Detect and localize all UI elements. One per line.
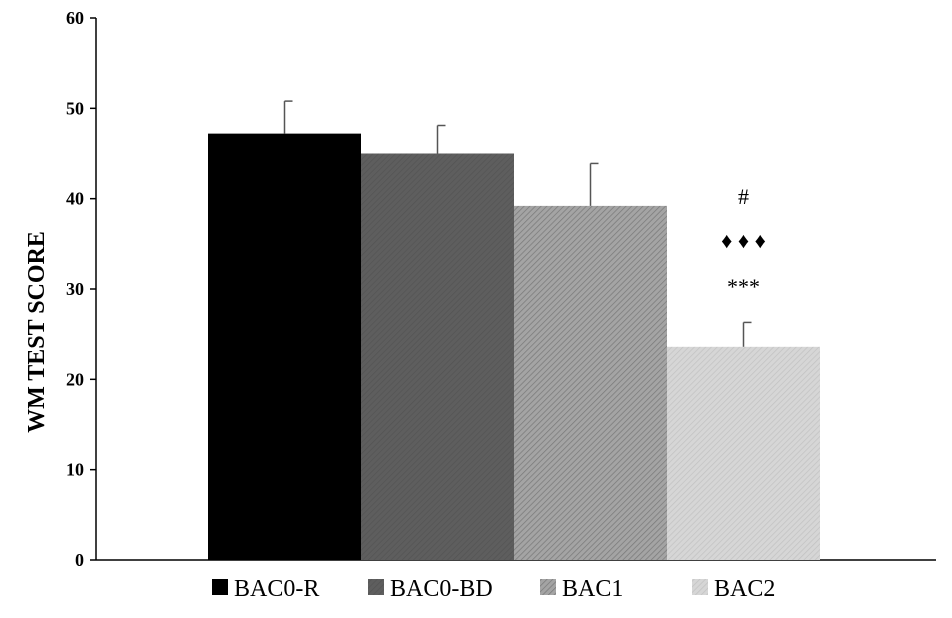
annotation-1: ♦ ♦ ♦ [721,228,766,253]
y-tick-label: 30 [66,279,84,299]
legend-swatch-bac0-bd [368,579,384,595]
legend-label-bac0-r: BAC0-R [234,576,319,602]
error-bars [283,100,752,347]
y-tick-label: 10 [66,460,84,480]
bar-bac0-bd [361,153,514,560]
legend-label-bac0-bd: BAC0-BD [390,576,493,602]
significance-annotations: *** ♦ ♦ ♦ # [721,184,766,299]
y-axis-label: WM TEST SCORE [24,231,50,433]
legend-label-bac1: BAC1 [562,576,623,602]
annotation-0: *** [727,274,760,299]
y-tick-label: 40 [66,189,84,209]
legend: BAC0-R BAC0-BD BAC1 BAC2 [212,576,775,602]
y-tick-label: 0 [75,550,84,570]
bar-bac2 [667,346,820,560]
legend-label-bac2: BAC2 [714,576,775,602]
legend-swatch-bac1 [540,579,556,595]
y-axis-label-group: WM TEST SCORE [24,231,50,433]
y-tick-label: 50 [66,98,84,118]
bar-bac0-r [208,133,361,561]
annotation-2: # [738,184,749,209]
y-tick-label: 20 [66,369,84,389]
bar-bac1 [514,205,667,561]
legend-swatch-bac2 [692,579,708,595]
y-tick-label: 60 [66,8,84,28]
legend-swatch-bac0-r [212,579,228,595]
bars [208,133,820,561]
